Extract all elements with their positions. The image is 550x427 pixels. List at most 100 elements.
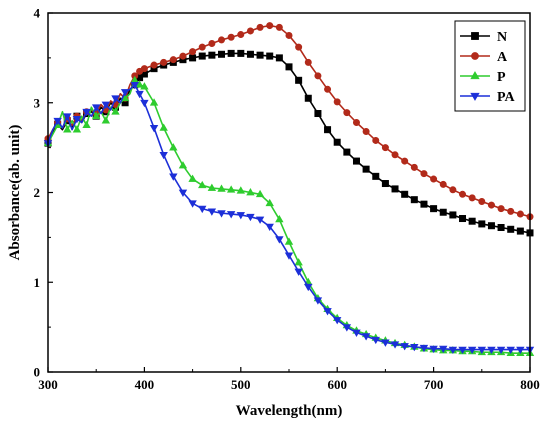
data-point <box>236 212 245 220</box>
axis-ticks: 300 400 500 600 700 800 0 1 2 3 4 <box>34 6 540 393</box>
data-point <box>82 108 91 117</box>
legend-marker <box>471 32 479 40</box>
data-point <box>150 61 158 69</box>
data-point <box>226 211 236 219</box>
data-point <box>401 157 409 165</box>
data-point <box>72 125 82 133</box>
data-point <box>449 211 457 219</box>
data-point <box>333 317 342 325</box>
data-point <box>218 36 226 44</box>
data-point <box>391 151 399 159</box>
data-point <box>188 174 197 182</box>
y-tick-label: 3 <box>34 95 41 110</box>
legend-item: A <box>460 50 508 65</box>
data-point <box>352 118 360 126</box>
data-point <box>304 94 312 102</box>
data-point <box>53 117 62 126</box>
data-point <box>343 109 351 117</box>
data-point <box>459 190 467 198</box>
x-tick-label: 500 <box>231 377 251 392</box>
data-point <box>246 213 255 222</box>
data-point <box>449 186 457 194</box>
data-point <box>361 333 371 341</box>
data-point <box>135 90 144 99</box>
data-point <box>391 185 399 193</box>
data-point <box>371 336 380 345</box>
x-tick-label: 300 <box>38 377 58 392</box>
data-point <box>401 190 409 198</box>
data-point <box>429 345 438 354</box>
data-point <box>487 222 495 230</box>
data-point <box>313 297 323 305</box>
data-point <box>237 31 245 39</box>
data-point <box>372 172 380 180</box>
data-point <box>420 200 428 208</box>
data-point <box>140 99 149 108</box>
data-point <box>294 268 303 276</box>
data-point <box>101 101 111 109</box>
data-point <box>227 49 235 57</box>
data-point <box>188 200 197 208</box>
data-point <box>255 189 265 198</box>
data-point <box>226 185 236 193</box>
series-layer <box>43 22 535 357</box>
data-point <box>430 175 438 183</box>
series-pa <box>43 81 535 355</box>
data-point <box>218 50 226 58</box>
data-point <box>420 170 428 178</box>
data-point <box>516 346 525 355</box>
data-point <box>478 220 486 228</box>
data-point <box>275 23 283 31</box>
data-point <box>255 216 265 224</box>
data-point <box>217 210 226 218</box>
data-point <box>63 113 72 121</box>
data-point <box>169 143 178 151</box>
data-point <box>217 184 226 192</box>
y-tick-label: 0 <box>34 365 41 380</box>
data-point <box>265 198 274 207</box>
data-point <box>72 116 82 124</box>
data-point <box>266 52 274 60</box>
data-point <box>333 98 341 106</box>
legend-item: P <box>460 70 506 85</box>
data-point <box>410 196 418 204</box>
data-point <box>468 217 476 225</box>
x-tick-label: 700 <box>424 377 444 392</box>
data-point <box>496 346 506 355</box>
data-point <box>381 339 390 347</box>
data-point <box>362 127 370 135</box>
data-point <box>284 252 294 260</box>
data-point <box>468 194 476 202</box>
data-point <box>130 81 139 90</box>
data-point <box>342 324 352 332</box>
data-point <box>207 208 217 216</box>
data-point <box>246 188 255 196</box>
legend-label: PA <box>497 90 516 105</box>
data-point <box>410 344 419 352</box>
data-point <box>159 123 168 131</box>
x-tick-label: 600 <box>327 377 347 392</box>
data-point <box>487 201 495 209</box>
data-point <box>467 346 477 355</box>
data-point <box>265 223 274 232</box>
data-point <box>304 58 312 66</box>
data-point <box>140 82 149 90</box>
data-point <box>92 104 101 112</box>
legend-marker <box>470 92 480 101</box>
data-point <box>381 180 389 188</box>
legend-marker <box>470 71 480 80</box>
data-point <box>198 205 207 214</box>
data-point <box>160 58 168 66</box>
series-a <box>44 22 534 221</box>
data-point <box>458 346 467 355</box>
data-point <box>198 180 207 189</box>
data-point <box>266 22 274 30</box>
data-point <box>314 72 322 80</box>
data-point <box>285 63 293 71</box>
data-point <box>410 163 418 171</box>
data-point <box>111 107 120 115</box>
data-point <box>516 210 524 218</box>
data-point <box>285 31 293 39</box>
y-tick-label: 2 <box>34 185 41 200</box>
